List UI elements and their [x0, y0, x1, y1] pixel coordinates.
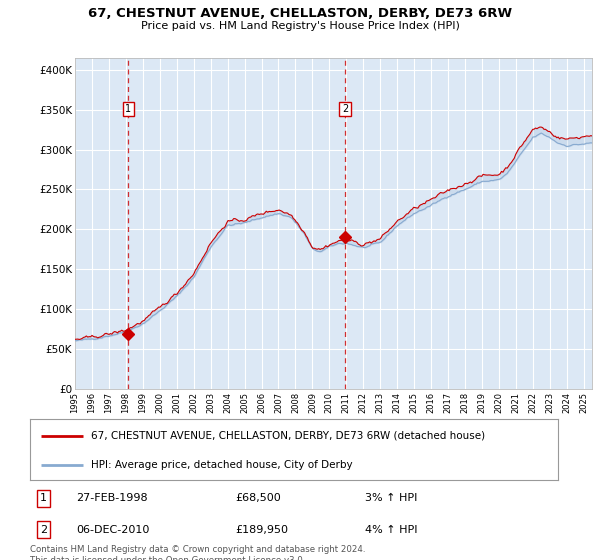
Text: £68,500: £68,500	[235, 493, 281, 503]
Text: 06-DEC-2010: 06-DEC-2010	[76, 525, 149, 535]
Text: Price paid vs. HM Land Registry's House Price Index (HPI): Price paid vs. HM Land Registry's House …	[140, 21, 460, 31]
Text: 1: 1	[40, 493, 47, 503]
Text: 27-FEB-1998: 27-FEB-1998	[76, 493, 148, 503]
Text: 67, CHESTNUT AVENUE, CHELLASTON, DERBY, DE73 6RW (detached house): 67, CHESTNUT AVENUE, CHELLASTON, DERBY, …	[91, 431, 485, 441]
Text: 2: 2	[342, 104, 348, 114]
Text: 4% ↑ HPI: 4% ↑ HPI	[365, 525, 418, 535]
Text: 1: 1	[125, 104, 131, 114]
Text: HPI: Average price, detached house, City of Derby: HPI: Average price, detached house, City…	[91, 460, 352, 470]
Text: £189,950: £189,950	[235, 525, 288, 535]
Text: 67, CHESTNUT AVENUE, CHELLASTON, DERBY, DE73 6RW: 67, CHESTNUT AVENUE, CHELLASTON, DERBY, …	[88, 7, 512, 20]
Text: 2: 2	[40, 525, 47, 535]
Text: 3% ↑ HPI: 3% ↑ HPI	[365, 493, 417, 503]
Text: Contains HM Land Registry data © Crown copyright and database right 2024.
This d: Contains HM Land Registry data © Crown c…	[30, 545, 365, 560]
